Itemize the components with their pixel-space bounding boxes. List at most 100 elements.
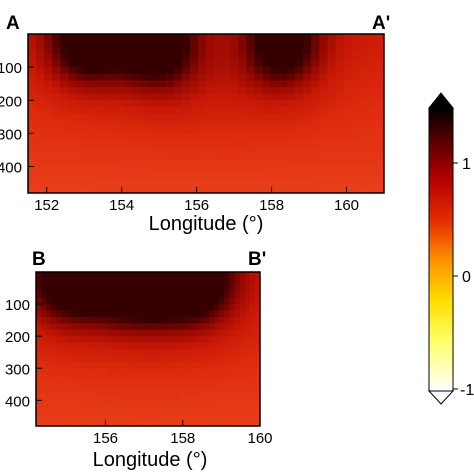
heatmap-cell [108, 179, 118, 187]
heatmap-cell [100, 133, 110, 141]
heatmap-cell [117, 159, 126, 168]
heatmap-cell [178, 316, 185, 324]
heatmap-cell [206, 34, 215, 42]
heatmap-cell [100, 186, 110, 193]
heatmap-cell [60, 53, 70, 62]
heatmap-cell [28, 120, 37, 128]
heatmap-cell [76, 53, 86, 62]
heatmap-cell [327, 87, 337, 95]
heatmap-cell [56, 291, 63, 299]
heatmap-cell [28, 60, 37, 68]
heatmap-cell [122, 323, 129, 331]
heatmap-cell [230, 186, 239, 193]
heatmap-cell [295, 173, 304, 181]
x-tick-label: 160 [334, 197, 359, 214]
heatmap-cell [335, 87, 345, 95]
heatmap-cell [209, 419, 215, 426]
heatmap-cell [71, 316, 78, 324]
heatmap-cell [66, 374, 73, 382]
heatmap-cell [229, 368, 236, 376]
heatmap-cell [311, 67, 320, 75]
heatmap-cell [214, 323, 220, 331]
heatmap-cell [102, 393, 108, 401]
heatmap-cell [81, 419, 88, 426]
heatmap-cell [224, 316, 231, 324]
heatmap-cell [71, 329, 78, 337]
heatmap-cell [92, 179, 102, 187]
heatmap-cell [100, 166, 110, 174]
heatmap-cell [197, 140, 207, 148]
heatmap-cell [246, 100, 256, 108]
heatmap-cell [97, 323, 103, 331]
heatmap-cell [127, 393, 134, 401]
heatmap-cell [246, 120, 256, 128]
heatmap-cell [311, 113, 320, 121]
heatmap-cell [102, 284, 108, 292]
heatmap-cell [198, 323, 205, 331]
heatmap-cell [165, 53, 175, 62]
heatmap-cell [92, 329, 98, 337]
heatmap-cell [183, 329, 190, 337]
heatmap-cell [206, 120, 215, 128]
heatmap-cell [229, 349, 236, 357]
heatmap-cell [66, 278, 73, 286]
heatmap-cell [76, 126, 86, 134]
heatmap-cell [97, 349, 103, 357]
heatmap-cell [36, 349, 42, 357]
heatmap-cell [76, 186, 86, 193]
heatmap-cell [148, 361, 154, 369]
heatmap-cell [206, 126, 215, 134]
heatmap-cell [197, 80, 207, 88]
heatmap-cell [278, 173, 288, 181]
heatmap-cell [244, 297, 251, 305]
heatmap-cell [198, 381, 205, 389]
heatmap-cell [286, 140, 296, 148]
heatmap-cell [122, 374, 129, 382]
heatmap-cell [28, 53, 37, 62]
heatmap-cell [295, 186, 304, 193]
heatmap-cell [44, 47, 53, 55]
heatmap-cell [270, 166, 280, 174]
heatmap-cell [97, 413, 103, 421]
heatmap-cell [137, 393, 144, 401]
heatmap-cell [229, 419, 236, 426]
heatmap-cell [222, 186, 231, 193]
heatmap-cell [81, 393, 88, 401]
heatmap-cell [375, 93, 384, 101]
heatmap-cell [359, 153, 369, 161]
heatmap-cell [148, 419, 154, 426]
heatmap-cell [148, 387, 154, 395]
heatmap-cell [327, 60, 337, 68]
heatmap-cell [295, 67, 304, 75]
heatmap-cell [36, 179, 45, 187]
heatmap-cell [234, 419, 241, 426]
heatmap-cell [222, 34, 231, 42]
heatmap-cell [343, 106, 353, 115]
heatmap-cell [97, 406, 103, 414]
heatmap-cell [51, 413, 57, 421]
heatmap-cell [173, 361, 180, 369]
heatmap-cell [270, 34, 280, 42]
heatmap-cell [254, 297, 260, 305]
heatmap-cell [56, 316, 63, 324]
heatmap-cell [262, 87, 272, 95]
heatmap-cell [68, 60, 78, 68]
heatmap-cell [262, 100, 272, 108]
heatmap-cell [41, 291, 47, 299]
heatmap-cell [254, 406, 260, 414]
heatmap-cell [206, 93, 215, 101]
heatmap-cell [181, 87, 191, 95]
heatmap-cell [153, 368, 159, 376]
heatmap-cell [262, 113, 272, 121]
heatmap-cell [335, 53, 345, 62]
heatmap-cell [100, 113, 110, 121]
heatmap-cell [86, 349, 93, 357]
heatmap-cell [125, 106, 134, 115]
heatmap-cell [157, 40, 167, 48]
heatmap-cell [127, 278, 134, 286]
heatmap-cell [68, 153, 78, 161]
heatmap-cell [163, 342, 169, 350]
heatmap-cell [188, 413, 195, 421]
heatmap-cell [84, 67, 94, 75]
heatmap-cell [303, 100, 312, 108]
